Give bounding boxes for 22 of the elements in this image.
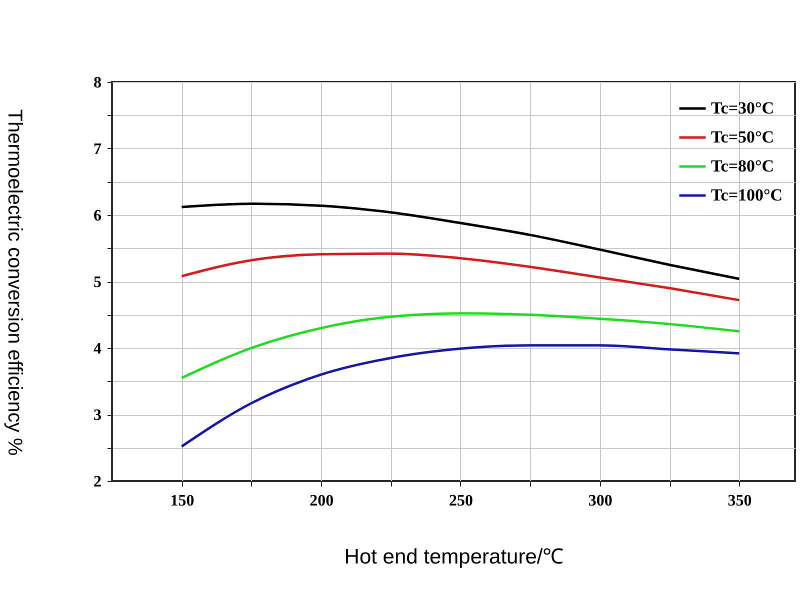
x-tick-label: 350 (728, 492, 752, 510)
x-tick-label: 200 (310, 492, 334, 510)
y-tick-label: 3 (94, 407, 102, 424)
y-tick-label: 4 (94, 340, 102, 358)
line-series (180, 252, 740, 302)
x-tick-label: 150 (170, 492, 194, 510)
y-tick-label: 7 (94, 141, 102, 158)
x-axis-title: Hot end temperature/℃ (344, 546, 564, 568)
legend-label: Tc=80°C (711, 156, 774, 176)
line-series (180, 202, 740, 280)
y-tick-label: 2 (94, 474, 102, 490)
y-tick-label: 8 (94, 74, 102, 92)
line-series (180, 312, 740, 380)
legend-label: Tc=50°C (711, 128, 774, 146)
x-tick-label: 250 (448, 492, 473, 510)
legend-label: Tc=30°C (711, 98, 774, 118)
y-tick-label: 6 (94, 208, 102, 224)
line-series (180, 344, 740, 448)
legend-label: Tc=100°C (711, 186, 783, 204)
y-tick-label: 5 (94, 274, 102, 291)
y-axis-title: Thermoelectric conversion efficiency % (4, 109, 26, 456)
x-tick-label: 300 (588, 492, 612, 510)
